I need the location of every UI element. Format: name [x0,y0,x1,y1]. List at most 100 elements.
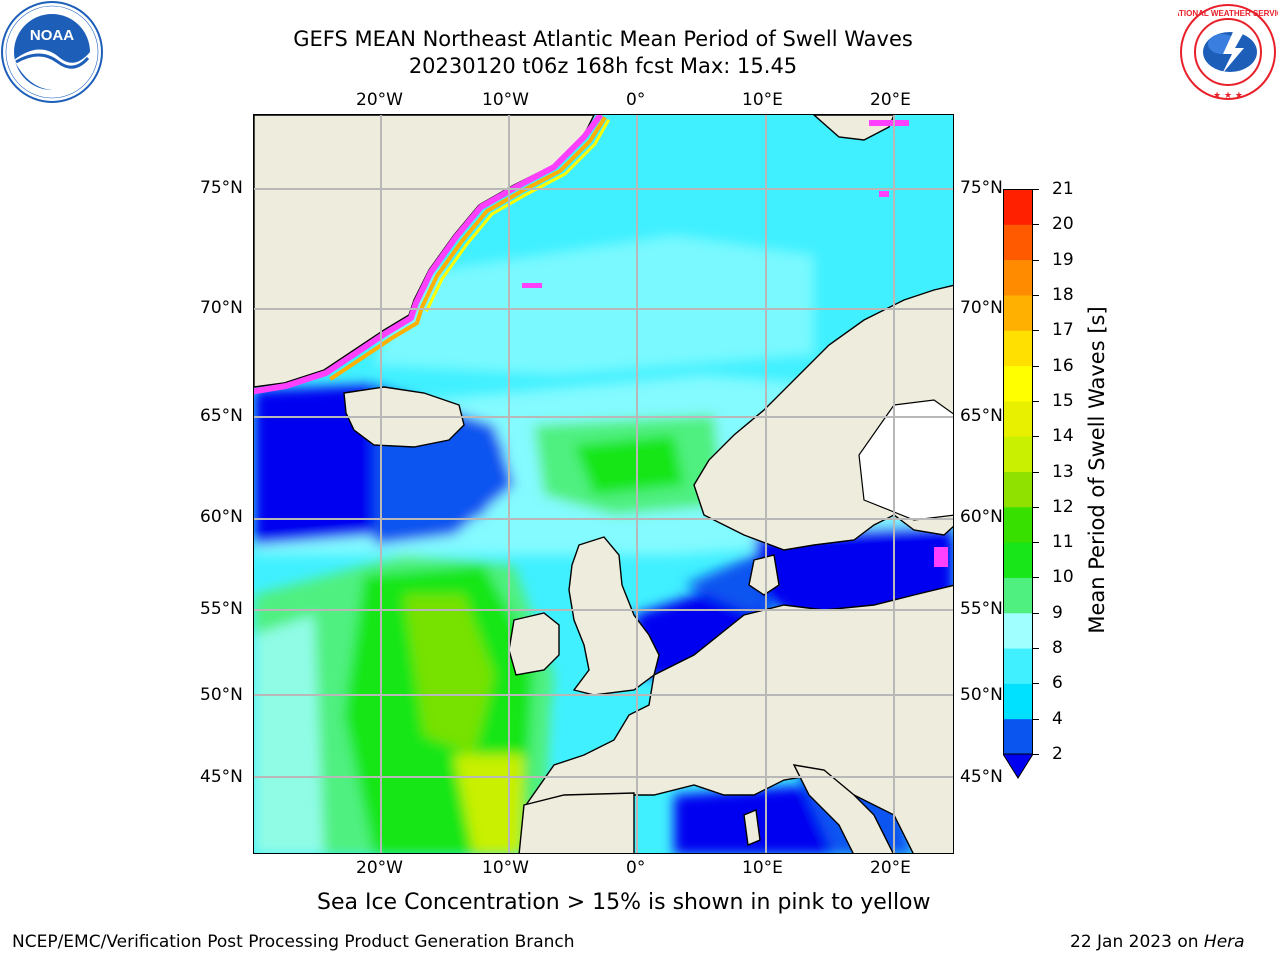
colorbar-frame [1003,189,1033,755]
colorbar-tick-mark [1033,224,1039,226]
left-lat-label: 70°N [200,298,243,318]
colorbar-segment [1003,648,1033,684]
bottom-lon-label: 10°W [482,858,529,878]
colorbar [1002,189,1034,779]
colorbar-tick-mark [1033,506,1039,508]
sea-ice-note: Sea Ice Concentration > 15% is shown in … [317,890,931,915]
colorbar-tick-label: 8 [1052,638,1063,659]
svg-text:★ ★ ★: ★ ★ ★ [1213,91,1243,101]
colorbar-tick-mark [1033,577,1039,579]
left-lat-label: 65°N [200,406,243,426]
colorbar-tick-label: 2 [1052,744,1063,764]
top-lon-label: 20°W [356,90,403,110]
footer-date: 22 Jan 2023 on Hera [1070,932,1245,952]
colorbar-segment [1003,577,1033,614]
swell-period-map [254,115,953,853]
colorbar-segment [1003,224,1033,261]
chart-title: GEFS MEAN Northeast Atlantic Mean Period… [293,27,913,51]
right-lat-label: 70°N [960,298,1003,318]
denmark [748,554,780,596]
colorbar-segment [1003,542,1033,578]
chart-subtitle: 20230120 t06z 168h fcst Max: 15.45 [408,54,798,78]
left-lat-label: 60°N [200,507,243,527]
colorbar-tick-label: 12 [1052,496,1074,517]
top-lon-label: 10°W [482,90,529,110]
colorbar-tick-label: 20 [1052,214,1074,235]
left-lat-label: 55°N [200,599,243,619]
colorbar-tick-mark [1033,365,1039,367]
colorbar-tick-mark [1033,683,1039,685]
right-lat-label: 55°N [960,599,1003,619]
colorbar-segment [1003,436,1033,472]
top-lon-label: 20°E [870,90,911,110]
colorbar-tick-label: 6 [1052,673,1063,694]
colorbar-segment [1003,294,1033,331]
top-lon-label: 10°E [742,90,783,110]
left-lat-label: 45°N [200,767,243,787]
bottom-lon-label: 0° [626,858,646,878]
colorbar-tick-label: 4 [1052,708,1063,729]
colorbar-tick-label: 14 [1052,426,1074,447]
swell-field [254,235,953,853]
iberia [518,792,635,853]
colorbar-segment [1003,189,1033,225]
colorbar-label: Mean Period of Swell Waves [s] [1085,306,1109,634]
colorbar-tick-mark [1033,294,1039,296]
footer-date-text: 22 Jan 2023 on [1070,932,1204,952]
colorbar-segment [1003,400,1033,437]
colorbar-tick-mark [1033,648,1039,650]
noaa-logo: NOAA [0,0,105,109]
colorbar-tick-label: 17 [1052,320,1074,341]
right-lat-label: 60°N [960,507,1003,527]
right-lat-label: 75°N [960,178,1003,198]
colorbar-scale [1002,189,1034,779]
right-lat-label: 45°N [960,767,1003,787]
colorbar-tick-label: 18 [1052,284,1074,305]
colorbar-tick-label: 19 [1052,249,1074,270]
colorbar-segment [1003,330,1033,367]
graticule [254,115,953,853]
colorbar-tick-mark [1033,259,1039,261]
bottom-lon-label: 20°W [356,858,403,878]
colorbar-tick-label: 13 [1052,461,1074,482]
map-panel [253,114,954,854]
colorbar-tick-mark [1033,542,1039,544]
colorbar-tick-label: 21 [1052,179,1074,199]
left-lat-label: 75°N [200,178,243,198]
left-lat-label: 50°N [200,685,243,705]
colorbar-tick-mark [1033,330,1039,332]
colorbar-tick-label: 16 [1052,355,1074,376]
bottom-lon-label: 10°E [742,858,783,878]
colorbar-tick-mark [1033,754,1039,755]
gulf-of-bothnia [858,399,953,521]
noaa-logo-text: NOAA [30,27,74,44]
right-lat-label: 65°N [960,406,1003,426]
colorbar-tick-mark [1033,400,1039,402]
colorbar-segment [1003,718,1033,755]
colorbar-segment [1003,471,1033,508]
colorbar-tick-mark [1033,612,1039,614]
bottom-lon-label: 20°E [870,858,911,878]
colorbar-tick-label: 10 [1052,567,1074,588]
colorbar-segment [1003,612,1033,649]
footer-branch: NCEP/EMC/Verification Post Processing Pr… [12,932,575,952]
colorbar-extend-arrow [1002,753,1034,779]
colorbar-segment [1003,506,1033,543]
colorbar-tick-label: 9 [1052,602,1063,623]
colorbar-tick-mark [1033,718,1039,720]
italy [792,764,894,853]
svg-text:NATIONAL WEATHER SERVICE: NATIONAL WEATHER SERVICE [1178,9,1278,18]
colorbar-tick-mark [1033,189,1039,190]
colorbar-segment [1003,683,1033,720]
right-lat-label: 50°N [960,685,1003,705]
top-lon-label: 0° [626,90,646,110]
nws-logo: NATIONAL WEATHER SERVICE ★ ★ ★ [1168,2,1280,106]
continental-europe [523,584,953,853]
colorbar-tick-label: 11 [1052,532,1074,553]
colorbar-segment [1003,365,1033,402]
colorbar-tick-label: 15 [1052,390,1074,411]
colorbar-tick-mark [1033,471,1039,473]
ireland [508,612,560,676]
colorbar-tick-mark [1033,436,1039,438]
colorbar-segment [1003,259,1033,296]
